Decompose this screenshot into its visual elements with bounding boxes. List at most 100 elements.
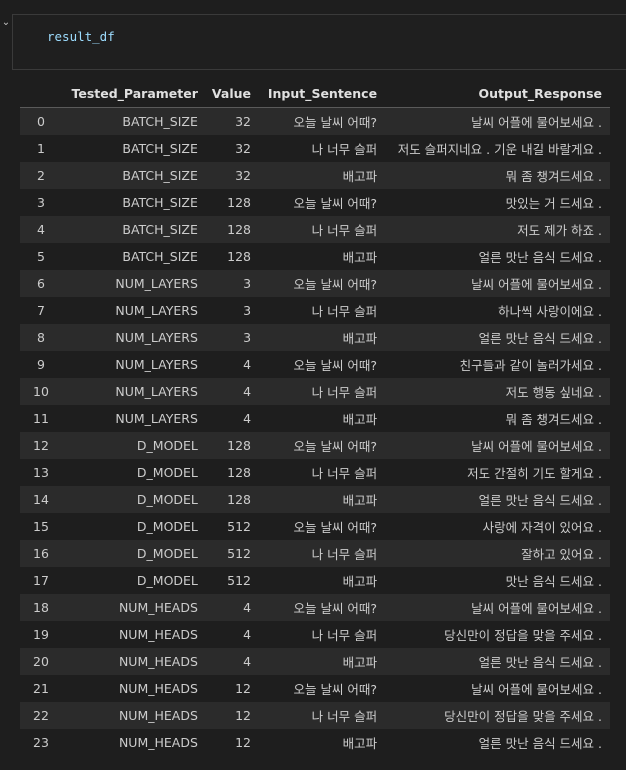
cell-value: 3 — [205, 297, 260, 324]
cell-tested-parameter: NUM_LAYERS — [62, 405, 206, 432]
cell-output-response: 저도 슬퍼지네요 . 기운 내길 바랄게요 . — [385, 135, 610, 162]
cell-value: 512 — [205, 513, 260, 540]
cell-tested-parameter: NUM_LAYERS — [62, 378, 206, 405]
code-line: result_df — [47, 29, 115, 44]
cell-tested-parameter: D_MODEL — [62, 513, 206, 540]
cell-tested-parameter: NUM_LAYERS — [62, 351, 206, 378]
row-index: 19 — [20, 621, 62, 648]
cell-value: 128 — [205, 243, 260, 270]
row-index: 6 — [20, 270, 62, 297]
cell-input-sentence: 오늘 날씨 어때? — [259, 513, 386, 540]
cell-value: 128 — [205, 459, 260, 486]
cell-tested-parameter: NUM_LAYERS — [62, 324, 206, 351]
cell-input-sentence: 배고파 — [259, 648, 386, 675]
table-row: 17 D_MODEL 512 배고파 맛난 음식 드세요 . — [20, 567, 610, 594]
row-index: 3 — [20, 189, 62, 216]
row-index: 18 — [20, 594, 62, 621]
cell-tested-parameter: BATCH_SIZE — [62, 189, 206, 216]
cell-output-response: 당신만이 정답을 맞을 주세요 . — [385, 702, 610, 729]
table-row: 9 NUM_LAYERS 4 오늘 날씨 어때? 친구들과 같이 놀러가세요 . — [20, 351, 610, 378]
cell-input-sentence: 나 너무 슬퍼 — [259, 621, 386, 648]
row-index: 20 — [20, 648, 62, 675]
cell-tested-parameter: NUM_HEADS — [62, 594, 206, 621]
cell-input-sentence: 배고파 — [259, 405, 386, 432]
cell-output-response: 날씨 어플에 물어보세요 . — [385, 270, 610, 297]
cell-input-sentence: 배고파 — [259, 243, 386, 270]
column-header-tested-parameter: Tested_Parameter — [62, 80, 206, 108]
code-cell-editor[interactable]: result_df — [12, 14, 626, 70]
chevron-down-icon[interactable]: ⌄ — [1, 17, 11, 28]
cell-value: 4 — [205, 405, 260, 432]
cell-value: 4 — [205, 594, 260, 621]
table-row: 19 NUM_HEADS 4 나 너무 슬퍼 당신만이 정답을 맞을 주세요 . — [20, 621, 610, 648]
table-row: 22 NUM_HEADS 12 나 너무 슬퍼 당신만이 정답을 맞을 주세요 . — [20, 702, 610, 729]
cell-value: 3 — [205, 324, 260, 351]
cell-value: 128 — [205, 432, 260, 459]
cell-input-sentence: 오늘 날씨 어때? — [259, 189, 386, 216]
table-row: 18 NUM_HEADS 4 오늘 날씨 어때? 날씨 어플에 물어보세요 . — [20, 594, 610, 621]
row-index: 10 — [20, 378, 62, 405]
cell-input-sentence: 나 너무 슬퍼 — [259, 378, 386, 405]
row-index: 4 — [20, 216, 62, 243]
table-row: 3 BATCH_SIZE 128 오늘 날씨 어때? 맛있는 거 드세요 . — [20, 189, 610, 216]
row-index: 0 — [20, 107, 62, 135]
table-row: 5 BATCH_SIZE 128 배고파 얼른 맛난 음식 드세요 . — [20, 243, 610, 270]
cell-input-sentence: 나 너무 슬퍼 — [259, 135, 386, 162]
table-row: 7 NUM_LAYERS 3 나 너무 슬퍼 하나씩 사랑이에요 . — [20, 297, 610, 324]
table-row: 23 NUM_HEADS 12 배고파 얼른 맛난 음식 드세요 . — [20, 729, 610, 756]
cell-output-response: 하나씩 사랑이에요 . — [385, 297, 610, 324]
cell-tested-parameter: D_MODEL — [62, 567, 206, 594]
table-row: 8 NUM_LAYERS 3 배고파 얼른 맛난 음식 드세요 . — [20, 324, 610, 351]
cell-input-sentence: 배고파 — [259, 567, 386, 594]
table-row: 20 NUM_HEADS 4 배고파 얼른 맛난 음식 드세요 . — [20, 648, 610, 675]
cell-tested-parameter: D_MODEL — [62, 540, 206, 567]
cell-value: 4 — [205, 351, 260, 378]
cell-input-sentence: 배고파 — [259, 324, 386, 351]
table-row: 14 D_MODEL 128 배고파 얼른 맛난 음식 드세요 . — [20, 486, 610, 513]
row-index: 8 — [20, 324, 62, 351]
row-index: 16 — [20, 540, 62, 567]
cell-value: 3 — [205, 270, 260, 297]
row-index: 9 — [20, 351, 62, 378]
cell-value: 128 — [205, 486, 260, 513]
table-row: 11 NUM_LAYERS 4 배고파 뭐 좀 챙겨드세요 . — [20, 405, 610, 432]
cell-tested-parameter: NUM_LAYERS — [62, 270, 206, 297]
cell-tested-parameter: BATCH_SIZE — [62, 216, 206, 243]
cell-output-response: 뭐 좀 챙겨드세요 . — [385, 405, 610, 432]
cell-value: 4 — [205, 648, 260, 675]
table-row: 16 D_MODEL 512 나 너무 슬퍼 잘하고 있어요 . — [20, 540, 610, 567]
cell-value: 12 — [205, 729, 260, 756]
row-index: 1 — [20, 135, 62, 162]
cell-value: 12 — [205, 675, 260, 702]
table-row: 4 BATCH_SIZE 128 나 너무 슬퍼 저도 제가 하죠 . — [20, 216, 610, 243]
cell-tested-parameter: D_MODEL — [62, 459, 206, 486]
cell-tested-parameter: NUM_HEADS — [62, 621, 206, 648]
cell-output-response: 얼른 맛난 음식 드세요 . — [385, 243, 610, 270]
cell-tested-parameter: BATCH_SIZE — [62, 135, 206, 162]
cell-output-response: 얼른 맛난 음식 드세요 . — [385, 729, 610, 756]
index-header — [20, 80, 62, 108]
cell-value: 4 — [205, 621, 260, 648]
cell-output-response: 날씨 어플에 물어보세요 . — [385, 675, 610, 702]
cell-input-sentence: 나 너무 슬퍼 — [259, 216, 386, 243]
cell-input-sentence: 배고파 — [259, 162, 386, 189]
cell-tested-parameter: D_MODEL — [62, 432, 206, 459]
cell-tested-parameter: NUM_HEADS — [62, 702, 206, 729]
cell-output-response: 날씨 어플에 물어보세요 . — [385, 432, 610, 459]
row-index: 7 — [20, 297, 62, 324]
cell-value: 12 — [205, 702, 260, 729]
cell-output-response: 날씨 어플에 물어보세요 . — [385, 594, 610, 621]
cell-output-response: 뭐 좀 챙겨드세요 . — [385, 162, 610, 189]
cell-output-response: 사랑에 자격이 있어요 . — [385, 513, 610, 540]
cell-input-sentence: 오늘 날씨 어때? — [259, 107, 386, 135]
cell-value: 4 — [205, 378, 260, 405]
cell-output-response: 당신만이 정답을 맞을 주세요 . — [385, 621, 610, 648]
cell-tested-parameter: BATCH_SIZE — [62, 107, 206, 135]
cell-tested-parameter: D_MODEL — [62, 486, 206, 513]
column-header-output-response: Output_Response — [385, 80, 610, 108]
cell-input-sentence: 나 너무 슬퍼 — [259, 540, 386, 567]
table-row: 13 D_MODEL 128 나 너무 슬퍼 저도 간절히 기도 할게요 . — [20, 459, 610, 486]
cell-output-response: 얼른 맛난 음식 드세요 . — [385, 648, 610, 675]
cell-tested-parameter: NUM_HEADS — [62, 648, 206, 675]
row-index: 14 — [20, 486, 62, 513]
